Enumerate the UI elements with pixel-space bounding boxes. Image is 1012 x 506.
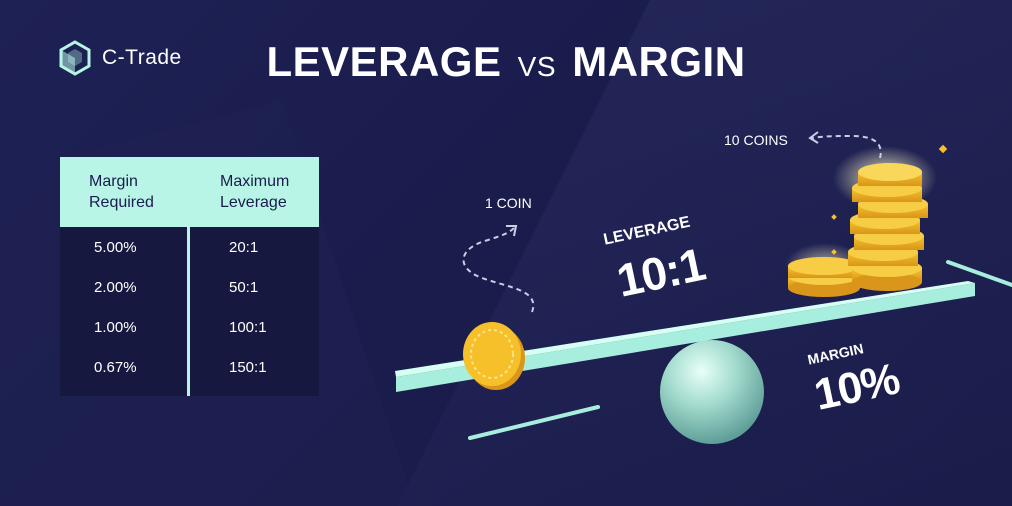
sparkle-icon — [831, 214, 837, 220]
cell-margin: 2.00% — [94, 278, 137, 296]
one-coin-label: 1 COIN — [485, 195, 532, 211]
dashed-arrow — [462, 227, 535, 313]
table-body: 5.00% 20:1 2.00% 50:1 1.00% 100:1 0.67% … — [60, 226, 319, 396]
cell-margin: 1.00% — [94, 318, 137, 336]
cell-leverage: 150:1 — [229, 358, 267, 376]
arrow-head-icon — [506, 225, 518, 237]
seesaw-beam-top — [395, 281, 975, 377]
title-leverage: LEVERAGE — [266, 38, 502, 85]
title-margin: MARGIN — [572, 38, 746, 85]
sparkle-icon — [938, 144, 948, 154]
margin-leverage-table: Margin Required Maximum Leverage 5.00% 2… — [60, 157, 319, 396]
table-row: 0.67% 150:1 — [60, 347, 319, 387]
tall-coin-stack-icon — [848, 163, 928, 291]
cell-leverage: 50:1 — [229, 278, 259, 296]
header-margin-required: Margin Required — [89, 173, 154, 211]
brand-logo: C-Trade — [58, 40, 182, 76]
small-coin-stack-icon — [788, 257, 860, 297]
hexagon-logo-icon — [59, 40, 91, 76]
title-vs: VS — [517, 51, 557, 82]
sparkle-icon — [831, 249, 837, 255]
cell-leverage: 100:1 — [229, 318, 267, 336]
header-maximum-leverage: Maximum Leverage — [220, 173, 290, 211]
fulcrum-ball — [660, 340, 764, 444]
dashed-arrow — [811, 134, 882, 159]
table-header: Margin Required Maximum Leverage — [60, 157, 319, 227]
cell-leverage: 20:1 — [229, 238, 259, 256]
brand-name: C-Trade — [102, 46, 182, 69]
table-row: 5.00% 20:1 — [60, 227, 319, 267]
table-row: 1.00% 100:1 — [60, 307, 319, 347]
column-divider — [187, 226, 190, 396]
decor-line — [946, 260, 1012, 287]
cell-margin: 5.00% — [94, 238, 137, 256]
single-coin-icon — [463, 322, 525, 390]
seesaw-beam — [396, 283, 975, 392]
cell-margin: 0.67% — [94, 358, 137, 376]
ten-coins-label: 10 COINS — [724, 132, 788, 148]
table-row: 2.00% 50:1 — [60, 267, 319, 307]
decor-line — [468, 405, 600, 440]
arrow-head-icon — [808, 131, 819, 144]
page-title: LEVERAGE VS MARGIN — [0, 38, 1012, 86]
